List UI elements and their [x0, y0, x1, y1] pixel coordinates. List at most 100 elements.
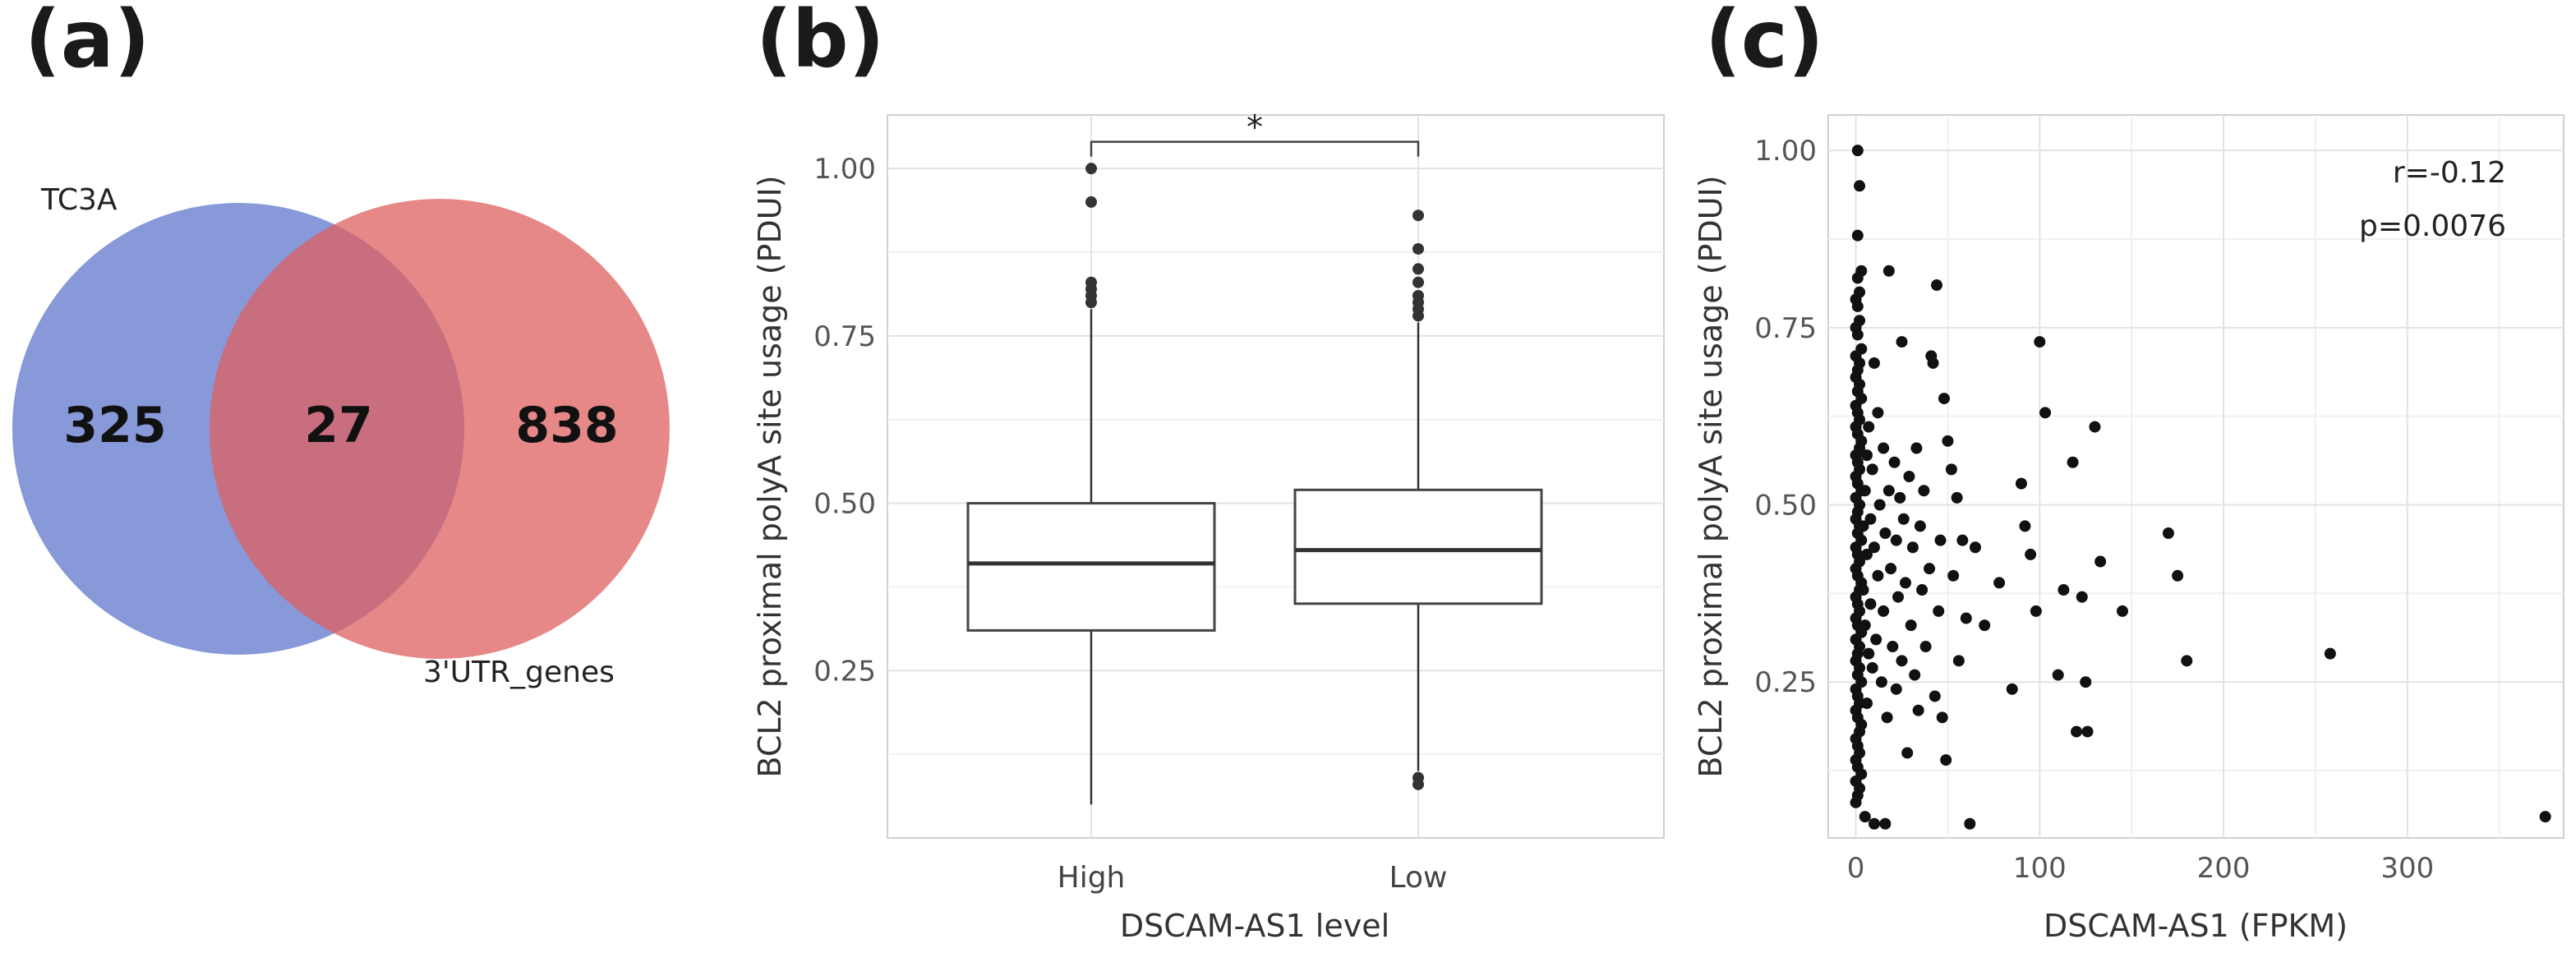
scatter-point: [1887, 641, 1899, 653]
scatter-point: [2006, 683, 2018, 695]
scatter-point: [1924, 563, 1936, 575]
correlation-p-annotation: p=0.0076: [2359, 209, 2506, 243]
scatter-point: [1864, 513, 1877, 525]
venn-label-tc3a: TC3A: [40, 183, 118, 217]
significance-star: *: [1247, 109, 1263, 147]
scatter-point: [1905, 619, 1917, 632]
correlation-r-annotation: r=-0.12: [2393, 156, 2506, 190]
scatter-point: [1964, 817, 1976, 830]
panel-label-b: (b): [756, 0, 885, 85]
scatter-point: [2080, 676, 2092, 688]
scatter-point: [1863, 647, 1875, 660]
scatter-point: [1859, 619, 1871, 632]
scatter-point: [1918, 485, 1930, 497]
scatter-point: [1873, 499, 1886, 511]
boxplot-box: [1293, 488, 1543, 605]
scatter-point: [1970, 541, 1981, 554]
scatter-point: [1882, 485, 1895, 497]
scatter-point: [2181, 655, 2193, 667]
scatter-point: [1859, 485, 1871, 497]
boxplot-outlier: [1412, 771, 1424, 784]
scatter-y-tick-label: 1.00: [1754, 135, 1817, 168]
scatter-point: [2071, 725, 2083, 738]
scatter-point: [1933, 605, 1945, 617]
scatter-point: [2015, 477, 2027, 490]
boxplot-chart: 0.25 0.50 0.75 1.00 High Low * DSCAM-AS1 lev…: [752, 109, 1665, 944]
scatter-point: [1851, 229, 1864, 242]
scatter-point: [1956, 534, 1969, 546]
scatter-point: [1951, 491, 1963, 504]
scatter-point: [1859, 811, 1871, 823]
scatter-point: [2094, 555, 2107, 568]
significance-bracket-line: [1090, 140, 1420, 157]
scatter-point: [1919, 641, 1932, 653]
scatter-y-tick-label: 0.50: [1754, 490, 1817, 522]
boxplot-plot-area: [887, 114, 1665, 839]
scatter-point: [1896, 336, 1908, 348]
scatter-point: [2034, 336, 2046, 348]
scatter-x-tick-label: 300: [2380, 852, 2434, 885]
scatter-point: [1851, 145, 1864, 157]
scatter-point: [1866, 463, 1878, 476]
scatter-point: [1910, 442, 1923, 454]
boxplot-x-tick-label: High: [1058, 861, 1126, 895]
venn-count-tc3a-only: 325: [63, 397, 166, 454]
scatter-point: [1892, 591, 1905, 603]
scatter-point: [1960, 612, 1972, 624]
scatter-point: [1942, 435, 1954, 447]
scatter-point: [1894, 491, 1906, 504]
boxplot-y-tick-label: 0.25: [813, 655, 876, 688]
scatter-point: [2081, 725, 2094, 738]
scatter-point: [1868, 817, 1880, 830]
scatter-point: [2172, 569, 2184, 582]
scatter-x-tick-label: 100: [2013, 852, 2067, 885]
scatter-chart: 0.25 0.50 0.75 1.00 0 100 200 300 r=-0.12 p=0.…: [1693, 114, 2564, 944]
scatter-point: [1903, 471, 1915, 482]
boxplot-outlier: [1085, 196, 1097, 208]
boxplot-outlier: [1412, 209, 1424, 222]
scatter-point: [1851, 300, 1864, 312]
boxplot-x-ticks: High Low: [1058, 861, 1448, 895]
venn-count-3utr-only: 838: [515, 397, 618, 454]
boxplot-y-ticks: 0.25 0.50 0.75 1.00: [813, 153, 876, 688]
scatter-point: [1916, 584, 1929, 596]
scatter-x-ticks: 0 100 200 300: [1847, 852, 2435, 885]
venn-label-3utr-genes: 3'UTR_genes: [423, 656, 615, 689]
boxplot-marks: [966, 163, 1543, 805]
scatter-point: [1850, 796, 1862, 808]
significance-bracket: *: [1090, 109, 1420, 157]
scatter-point: [1952, 655, 1965, 667]
venn-count-intersection: 27: [304, 397, 373, 454]
scatter-point: [2052, 669, 2064, 681]
scatter-points: [1850, 145, 2551, 830]
scatter-point: [2039, 407, 2052, 419]
boxplot-y-tick-label: 0.75: [813, 320, 876, 353]
scatter-point: [1882, 265, 1895, 277]
scatter-point: [2089, 421, 2101, 433]
scatter-point: [1936, 711, 1948, 724]
scatter-point: [2030, 605, 2042, 617]
scatter-y-ticks: 0.25 0.50 0.75 1.00: [1754, 135, 1817, 699]
scatter-point: [2067, 456, 2079, 468]
scatter-point: [1938, 393, 1950, 405]
scatter-point: [1879, 527, 1892, 540]
boxplot-outlier: [1412, 242, 1424, 255]
boxplot-x-axis-label: DSCAM-AS1 level: [1120, 908, 1389, 944]
scatter-point: [1929, 690, 1941, 702]
boxplot-outlier: [1412, 276, 1424, 288]
scatter-point: [1875, 676, 1887, 688]
scatter-point: [1866, 661, 1878, 674]
scatter-point: [2117, 605, 2128, 617]
scatter-point: [1872, 569, 1884, 582]
scatter-point: [1934, 534, 1947, 546]
scatter-point: [1890, 534, 1902, 546]
scatter-plot-area: [1827, 114, 2564, 839]
scatter-point: [2076, 591, 2088, 603]
boxplot-outlier: [1412, 263, 1424, 275]
panel-label-a: (a): [25, 0, 150, 85]
scatter-point: [2324, 647, 2336, 660]
scatter-point: [2058, 584, 2070, 596]
scatter-point: [1870, 633, 1882, 646]
scatter-point: [1906, 541, 1919, 554]
scatter-point: [1879, 817, 1892, 830]
